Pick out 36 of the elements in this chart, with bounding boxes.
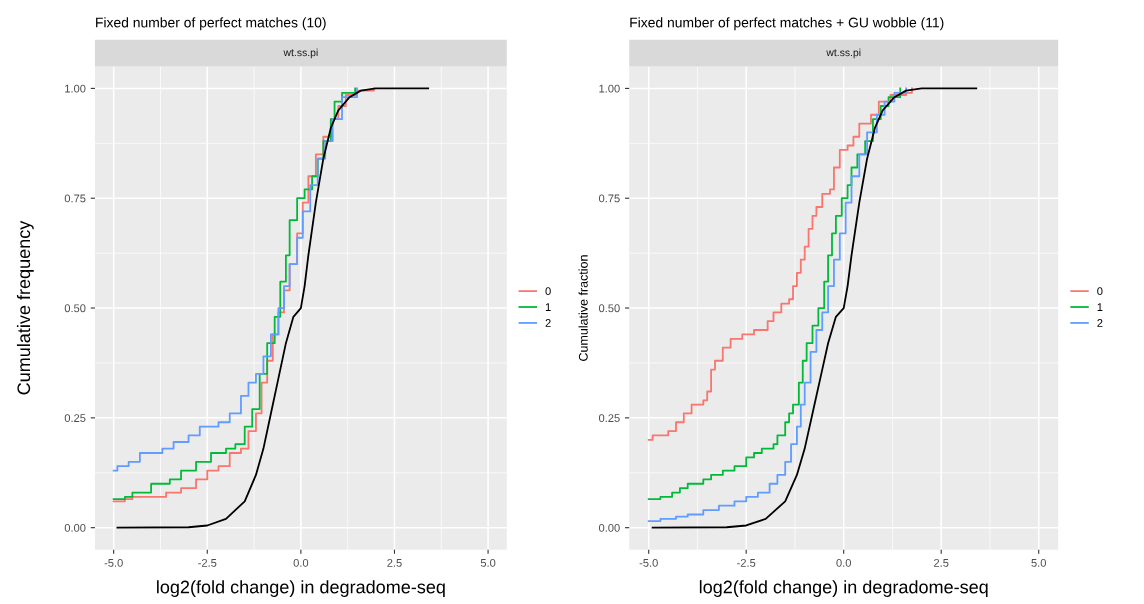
line-series bbox=[116, 87, 430, 529]
x-tick-label: 0.0 bbox=[836, 558, 851, 567]
chart-title: Fixed number of perfect matches + GU wobble (11) bbox=[630, 17, 944, 31]
x-tick-label: -5.0 bbox=[639, 558, 658, 567]
line-series bbox=[651, 87, 978, 529]
x-axis-title: log2(fold change) in degradome-seq bbox=[157, 580, 445, 597]
y-tick-label: 1.00 bbox=[599, 84, 620, 93]
y-tick-label: 0.00 bbox=[64, 523, 86, 532]
legend-label: 1 bbox=[1097, 303, 1103, 311]
text: wt.ss.pi bbox=[283, 48, 318, 59]
legend-label: 2 bbox=[545, 319, 551, 327]
y-tick-label: 0.25 bbox=[64, 414, 86, 422]
y-tick-label: 0.50 bbox=[64, 304, 86, 313]
y-tick-label: 1.00 bbox=[65, 84, 86, 93]
y-axis-title: Cumulative fraction bbox=[578, 255, 588, 361]
x-tick-label: 5.0 bbox=[1031, 558, 1046, 567]
x-tick-label: -2.5 bbox=[198, 558, 217, 567]
chart-title: Fixed number of perfect matches (10) bbox=[96, 17, 326, 31]
x-axis-title: log2(fold change) in degradome-seq bbox=[699, 580, 988, 597]
legend-label: 1 bbox=[545, 303, 551, 311]
x-tick-label: -2.5 bbox=[737, 558, 756, 567]
y-tick-label: 0.00 bbox=[598, 523, 620, 532]
y-axis-title: Cumulative frequency bbox=[16, 220, 34, 395]
legend-label: 2 bbox=[1097, 319, 1103, 327]
x-tick-label: 5.0 bbox=[480, 558, 496, 567]
y-tick-label: 0.50 bbox=[598, 304, 620, 313]
x-tick-label: -5.0 bbox=[104, 558, 123, 567]
x-tick-label: 2.5 bbox=[934, 558, 949, 567]
y-tick-label: 0.25 bbox=[598, 414, 620, 422]
legend-label: 0 bbox=[1097, 287, 1103, 296]
y-tick-label: 0.75 bbox=[64, 194, 86, 203]
text: wt.ss.pi bbox=[826, 48, 861, 59]
y-tick-label: 0.75 bbox=[598, 194, 620, 203]
x-tick-label: 2.5 bbox=[387, 558, 402, 567]
legend-label: 0 bbox=[545, 287, 551, 296]
x-tick-label: 0.0 bbox=[293, 558, 309, 567]
